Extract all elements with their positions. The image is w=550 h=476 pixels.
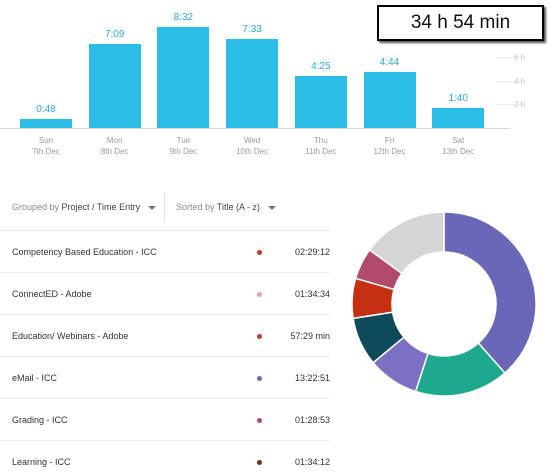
project-color-dot	[257, 418, 262, 423]
total-time-box: 34 h 54 min	[377, 5, 544, 41]
bar-value-label: 1:40	[448, 93, 468, 105]
bar-sat[interactable]	[432, 108, 485, 128]
bar-tue[interactable]	[157, 27, 210, 128]
entry-title: Learning - ICC	[12, 457, 71, 467]
x-tick-label: Wed 10th Dec	[217, 135, 287, 157]
entry-duration: 01:34:34	[294, 289, 330, 299]
chart-baseline	[0, 128, 510, 129]
donut-segment[interactable]	[368, 211, 445, 275]
project-color-dot	[257, 334, 262, 339]
donut-segment[interactable]	[443, 211, 537, 375]
list-divider	[0, 230, 330, 231]
day-name: Sat	[452, 136, 465, 145]
day-date: 11th Dec	[305, 147, 337, 156]
list-item[interactable]: Learning - ICC 01:34:12	[0, 441, 330, 476]
project-color-dot	[257, 376, 262, 381]
day-date: 9th Dec	[169, 147, 198, 156]
y-tick-label: 2 h	[514, 100, 526, 110]
project-color-dot	[257, 250, 262, 255]
entry-duration: 01:34:12	[294, 457, 330, 467]
day-date: 13th Dec	[442, 147, 475, 156]
grid-line	[496, 80, 526, 82]
bar-value-label: 4:44	[379, 57, 400, 69]
project-color-dot	[257, 292, 262, 297]
x-tick-label: Sun 7th Dec	[11, 135, 81, 157]
sort-by-prefix: Sorted by	[176, 202, 215, 212]
group-by-prefix: Grouped by	[12, 202, 60, 212]
chevron-down-icon	[267, 205, 276, 210]
entry-title: Grading - ICC	[12, 415, 68, 425]
group-by-value: Project / Time Entry	[61, 202, 141, 212]
chevron-down-icon	[147, 205, 156, 210]
project-donut-chart	[351, 211, 537, 397]
project-color-dot	[257, 460, 262, 465]
entry-duration: 57:29 min	[290, 331, 330, 341]
entry-duration: 01:28:53	[294, 415, 330, 425]
entry-title: ConnectED - Adobe	[12, 289, 92, 299]
y-tick-label: 4 h	[514, 76, 526, 86]
day-name: Sun	[38, 136, 54, 145]
entry-title: Education/ Webinars - Adobe	[12, 331, 129, 341]
bar-mon[interactable]	[88, 43, 141, 128]
grid-line	[496, 104, 526, 106]
entry-title: Competency Based Education - ICC	[12, 247, 157, 257]
day-date: 8th Dec	[100, 147, 129, 156]
day-name: Fri	[384, 136, 395, 145]
bar-value-label: 4:25	[311, 60, 331, 72]
bar-fri[interactable]	[363, 72, 416, 128]
bar-wed[interactable]	[226, 38, 279, 128]
day-date: 10th Dec	[236, 147, 269, 156]
day-name: Thu	[313, 136, 328, 145]
x-tick-label: Sat 13th Dec	[423, 135, 493, 157]
grid-line	[496, 57, 526, 59]
day-name: Tue	[176, 136, 191, 145]
x-tick-label: Tue 9th Dec	[148, 135, 218, 157]
entry-duration: 13:22:51	[294, 373, 330, 383]
list-item[interactable]: Competency Based Education - ICC 02:29:1…	[0, 231, 330, 273]
entry-duration: 02:29:12	[294, 247, 330, 257]
bar-value-label: 7:33	[242, 23, 262, 35]
list-item[interactable]: Grading - ICC 01:28:53	[0, 399, 330, 441]
bar-sun[interactable]	[20, 118, 72, 128]
bar-value-label: 7:09	[104, 28, 125, 40]
controls-divider	[164, 193, 165, 221]
day-name: Mon	[106, 136, 123, 145]
x-tick-label: Fri 12th Dec	[355, 135, 425, 157]
y-tick-label: 6 h	[514, 53, 526, 63]
group-by-dropdown[interactable]: Grouped by Project / Time Entry	[12, 202, 156, 212]
sort-by-value: Title (A - z)	[216, 202, 261, 212]
entry-title: eMail - ICC	[12, 373, 58, 383]
list-item[interactable]: eMail - ICC 13:22:51	[0, 357, 330, 399]
list-item[interactable]: Education/ Webinars - Adobe 57:29 min	[0, 315, 330, 357]
sort-by-dropdown[interactable]: Sorted by Title (A - z)	[176, 202, 276, 212]
day-name: Wed	[243, 136, 261, 145]
bar-thu[interactable]	[294, 75, 347, 128]
x-tick-label: Mon 8th Dec	[80, 135, 150, 157]
bar-value-label: 8:32	[173, 12, 194, 24]
day-date: 7th Dec	[32, 147, 60, 156]
bar-value-label: 0:48	[36, 103, 56, 115]
x-tick-label: Thu 11th Dec	[286, 135, 356, 157]
daily-bar-chart: 2 h 4 h 6 h 0:48 Sun 7th Dec 7:09 Mon 8th Dec 8:3…	[0, 0, 550, 160]
day-date: 12th Dec	[373, 147, 406, 156]
list-item[interactable]: ConnectED - Adobe 01:34:34	[0, 273, 330, 315]
